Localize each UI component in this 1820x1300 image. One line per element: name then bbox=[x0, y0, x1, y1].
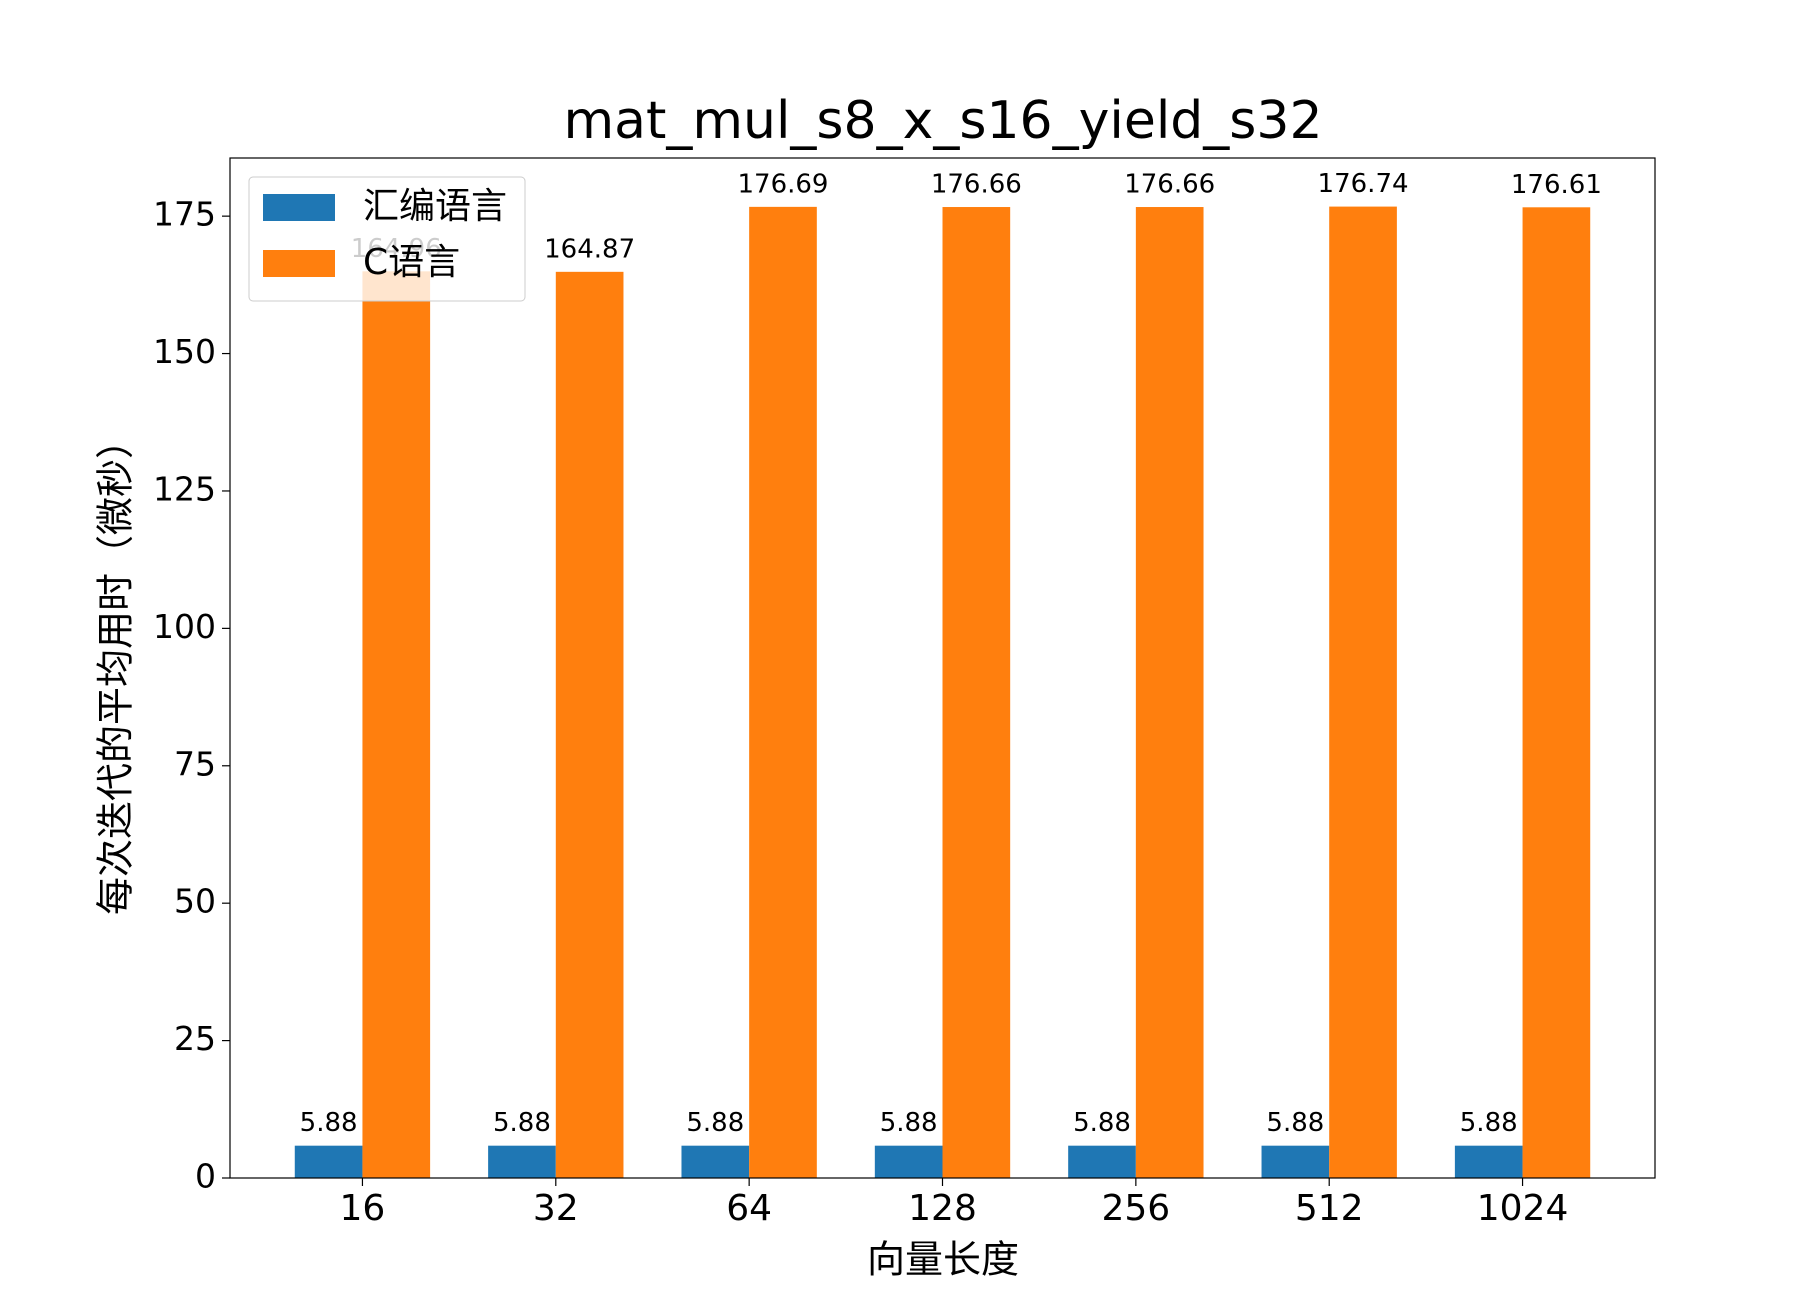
legend-swatch bbox=[263, 194, 335, 221]
y-tick-label: 125 bbox=[153, 469, 216, 508]
x-axis-label: 向量长度 bbox=[867, 1238, 1019, 1282]
value-label: 5.88 bbox=[493, 1108, 551, 1138]
value-label: 176.61 bbox=[1511, 170, 1602, 200]
x-tick-label: 128 bbox=[908, 1188, 977, 1229]
value-label: 5.88 bbox=[880, 1108, 938, 1138]
y-tick-label: 25 bbox=[174, 1019, 216, 1058]
value-label: 164.87 bbox=[544, 234, 635, 264]
y-tick-label: 75 bbox=[174, 744, 216, 783]
bar bbox=[1068, 1145, 1136, 1178]
value-label: 176.69 bbox=[737, 169, 828, 199]
value-label: 5.88 bbox=[1460, 1108, 1518, 1138]
bar bbox=[1135, 207, 1204, 1178]
value-label: 5.88 bbox=[686, 1108, 744, 1138]
bar bbox=[362, 271, 431, 1178]
value-label: 176.74 bbox=[1318, 169, 1409, 199]
legend-swatch bbox=[263, 250, 335, 277]
bar bbox=[1522, 207, 1591, 1179]
bar bbox=[488, 1145, 556, 1178]
plot-frame bbox=[229, 157, 1656, 1179]
legend-label: 汇编语言 bbox=[363, 186, 507, 227]
bar bbox=[1261, 1145, 1330, 1178]
bar bbox=[942, 207, 1011, 1178]
value-label: 5.88 bbox=[1073, 1108, 1131, 1138]
x-tick-label: 256 bbox=[1101, 1188, 1170, 1229]
bar bbox=[749, 206, 817, 1179]
chart-title: mat_mul_s8_x_s16_yield_s32 bbox=[563, 91, 1322, 151]
value-label: 176.66 bbox=[931, 170, 1022, 200]
bar bbox=[1454, 1145, 1523, 1178]
bar bbox=[874, 1145, 943, 1178]
value-label: 5.88 bbox=[300, 1108, 358, 1138]
bar bbox=[681, 1145, 750, 1178]
x-tick-label: 16 bbox=[340, 1188, 386, 1229]
y-tick-label: 175 bbox=[153, 195, 216, 234]
x-tick-label: 1024 bbox=[1477, 1188, 1569, 1229]
y-axis-label: 每次迭代的平均用时（微秒） bbox=[94, 421, 138, 915]
value-label: 5.88 bbox=[1266, 1108, 1324, 1138]
y-tick-label: 100 bbox=[153, 607, 216, 646]
bar bbox=[555, 271, 624, 1178]
x-tick-label: 512 bbox=[1295, 1188, 1364, 1229]
bar bbox=[294, 1145, 363, 1178]
x-tick-label: 64 bbox=[726, 1188, 772, 1229]
y-tick-label: 50 bbox=[174, 882, 216, 921]
y-tick-label: 150 bbox=[153, 332, 216, 371]
value-label: 176.66 bbox=[1124, 170, 1215, 200]
y-tick-label: 0 bbox=[195, 1157, 216, 1196]
x-tick-label: 32 bbox=[533, 1188, 579, 1229]
bar bbox=[1329, 206, 1397, 1178]
legend-label: C语言 bbox=[363, 242, 460, 283]
